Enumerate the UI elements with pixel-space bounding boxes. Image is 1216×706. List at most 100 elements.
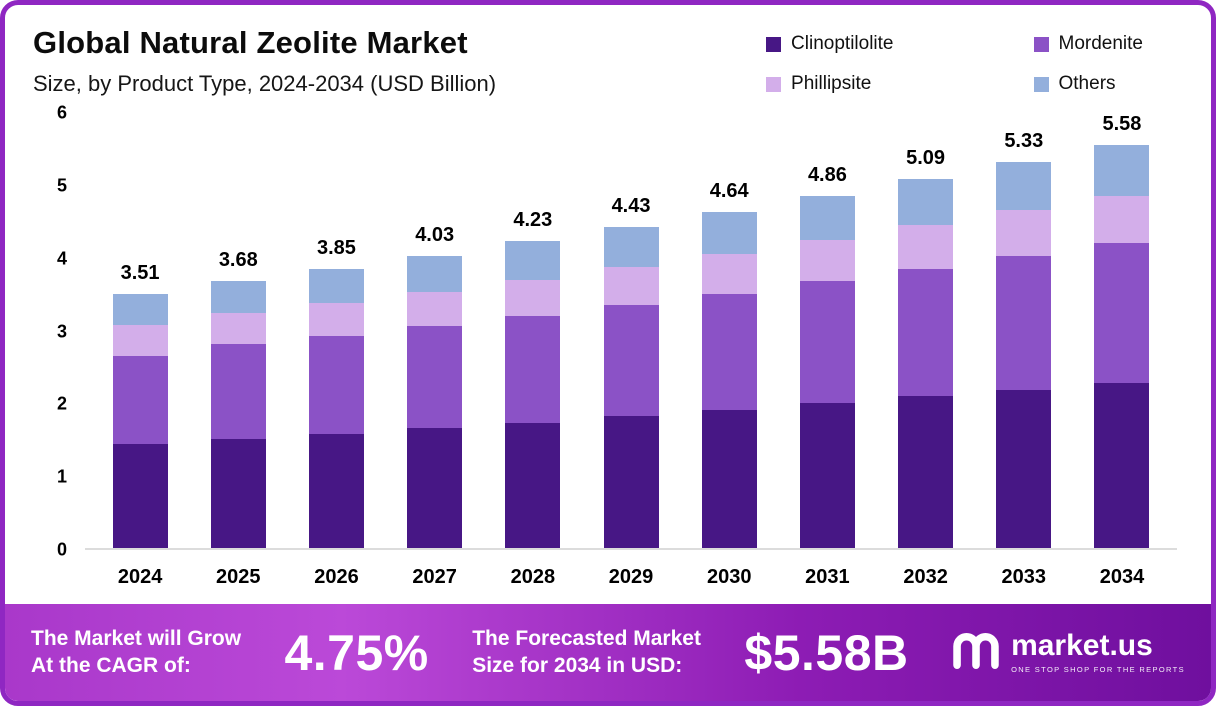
- bar-column-2034: 5.58: [1073, 113, 1171, 548]
- legend-item-phillipsite: Phillipsite: [766, 73, 893, 95]
- segment-phillipsite-2029: [603, 266, 659, 306]
- segment-phillipsite-2024: [112, 325, 168, 356]
- bar-total-label-2025: 3.68: [218, 249, 258, 272]
- y-axis-tick-6: 6: [56, 102, 67, 123]
- segment-phillipsite-2032: [898, 225, 954, 269]
- segment-phillipsite-2034: [1094, 195, 1150, 244]
- y-axis-tick-5: 5: [56, 175, 67, 196]
- y-axis-tick-4: 4: [56, 248, 67, 269]
- legend-label: Clinoptilolite: [791, 33, 894, 54]
- segment-phillipsite-2027: [407, 292, 463, 327]
- bar-total-label-2033: 5.33: [1004, 129, 1044, 152]
- stacked-bar-2033: [996, 161, 1052, 548]
- marketus-logo-text: market.us ONE STOP SHOP FOR THE REPORTS: [1011, 629, 1185, 675]
- stacked-bar-2030: [701, 211, 757, 548]
- segment-clinoptilolite-2031: [799, 403, 855, 548]
- bar-column-2033: 5.33: [975, 113, 1073, 548]
- segment-clinoptilolite-2029: [603, 416, 659, 548]
- segment-phillipsite-2025: [210, 313, 266, 345]
- bar-total-label-2027: 4.03: [415, 223, 455, 246]
- x-axis-label-2028: 2028: [510, 565, 556, 588]
- chart-legend: Clinoptilolite Mordenite Phillipsite Oth…: [766, 33, 1143, 95]
- stacked-bar-2024: [112, 293, 168, 548]
- cagr-label: The Market will Grow At the CAGR of:: [31, 626, 241, 680]
- plot-area: 3.51 3.68 3.85 4.03 4.23 4.43 4.64 4.86 5.09 5.33…: [85, 113, 1177, 550]
- bar-column-2029: 4.43: [582, 113, 680, 548]
- bar-column-2027: 4.03: [386, 113, 484, 548]
- page-subtitle: Size, by Product Type, 2024-2034 (USD Bi…: [33, 71, 497, 96]
- segment-others-2027: [407, 255, 463, 293]
- x-axis: 2024 2025 2026 2027 2028 2029 2030 2031 2032 2033…: [85, 550, 1177, 604]
- bar-column-2031: 4.86: [778, 113, 876, 548]
- chart-header: Global Natural Zeolite Market Size, by P…: [33, 25, 1177, 97]
- forecast-label-line2: Size for 2034 in USD:: [472, 653, 683, 677]
- segment-others-2028: [505, 241, 561, 280]
- x-axis-label-2026: 2026: [314, 565, 359, 588]
- legend-item-mordenite: Mordenite: [1033, 33, 1144, 55]
- legend-item-clinoptilolite: Clinoptilolite: [766, 33, 894, 55]
- stacked-bar-2034: [1094, 144, 1150, 548]
- bar-total-label-2028: 4.23: [513, 209, 553, 232]
- bar-total-label-2034: 5.58: [1102, 113, 1142, 135]
- x-axis-label-2034: 2034: [1099, 565, 1145, 588]
- segment-clinoptilolite-2030: [701, 409, 757, 548]
- bar-column-2026: 3.85: [287, 113, 385, 548]
- x-axis-label-2032: 2032: [903, 565, 948, 588]
- title-block: Global Natural Zeolite Market Size, by P…: [33, 25, 496, 97]
- legend-label: Phillipsite: [791, 73, 872, 94]
- legend-label: Others: [1058, 73, 1116, 94]
- segment-others-2026: [308, 268, 364, 303]
- forecast-value: $5.58B: [744, 624, 909, 681]
- legend-swatch-others: [1033, 76, 1049, 92]
- bottom-banner: The Market will Grow At the CAGR of: 4.7…: [5, 604, 1211, 701]
- segment-clinoptilolite-2024: [112, 443, 168, 548]
- x-axis-label-2027: 2027: [412, 565, 457, 588]
- segment-others-2034: [1094, 144, 1150, 196]
- y-axis-tick-0: 0: [56, 539, 67, 560]
- segment-others-2031: [799, 195, 855, 240]
- bar-column-2028: 4.23: [484, 113, 582, 548]
- segment-mordenite-2025: [210, 344, 266, 440]
- stacked-bar-2032: [898, 178, 954, 548]
- segment-clinoptilolite-2034: [1094, 382, 1150, 548]
- segment-clinoptilolite-2028: [505, 422, 561, 548]
- stacked-bar-2026: [308, 268, 364, 548]
- x-axis-label-2024: 2024: [117, 565, 163, 588]
- forecast-label-line1: The Forecasted Market: [472, 626, 701, 650]
- marketus-logo-icon: [952, 629, 1000, 676]
- segment-mordenite-2024: [112, 355, 168, 444]
- bar-total-label-2031: 4.86: [807, 163, 847, 186]
- bar-total-label-2029: 4.43: [611, 194, 651, 217]
- x-axis-label-2030: 2030: [706, 565, 752, 588]
- segment-clinoptilolite-2032: [898, 396, 954, 548]
- x-axis-label-2029: 2029: [608, 565, 654, 588]
- segment-mordenite-2028: [505, 316, 561, 423]
- logo-tagline: ONE STOP SHOP FOR THE REPORTS: [1011, 665, 1185, 674]
- legend-swatch-clinoptilolite: [766, 36, 782, 52]
- bar-total-label-2024: 3.51: [120, 261, 160, 284]
- y-axis-tick-1: 1: [56, 466, 67, 487]
- segment-phillipsite-2028: [505, 279, 561, 316]
- bar-total-label-2032: 5.09: [906, 146, 946, 169]
- y-axis: 0 1 2 3 4 5 6: [33, 103, 85, 560]
- legend-swatch-mordenite: [1033, 36, 1049, 52]
- segment-clinoptilolite-2025: [210, 439, 266, 548]
- bar-total-label-2030: 4.64: [709, 179, 749, 202]
- chart-section: Global Natural Zeolite Market Size, by P…: [5, 5, 1211, 604]
- page-title: Global Natural Zeolite Market: [33, 25, 468, 60]
- segment-others-2029: [603, 226, 659, 267]
- legend-label: Mordenite: [1058, 33, 1144, 54]
- y-axis-tick-2: 2: [56, 393, 67, 414]
- segment-mordenite-2031: [799, 281, 855, 403]
- logo-wordmark: market.us: [1011, 629, 1153, 662]
- legend-item-others: Others: [1033, 73, 1144, 95]
- stacked-bar-2031: [799, 195, 855, 548]
- segment-others-2030: [701, 211, 757, 255]
- stacked-bar-2027: [407, 255, 463, 548]
- segment-others-2024: [112, 293, 168, 326]
- cagr-label-line2: At the CAGR of:: [31, 653, 191, 677]
- segment-mordenite-2034: [1094, 243, 1150, 383]
- segment-clinoptilolite-2026: [308, 434, 364, 548]
- marketus-logo: market.us ONE STOP SHOP FOR THE REPORTS: [952, 629, 1185, 676]
